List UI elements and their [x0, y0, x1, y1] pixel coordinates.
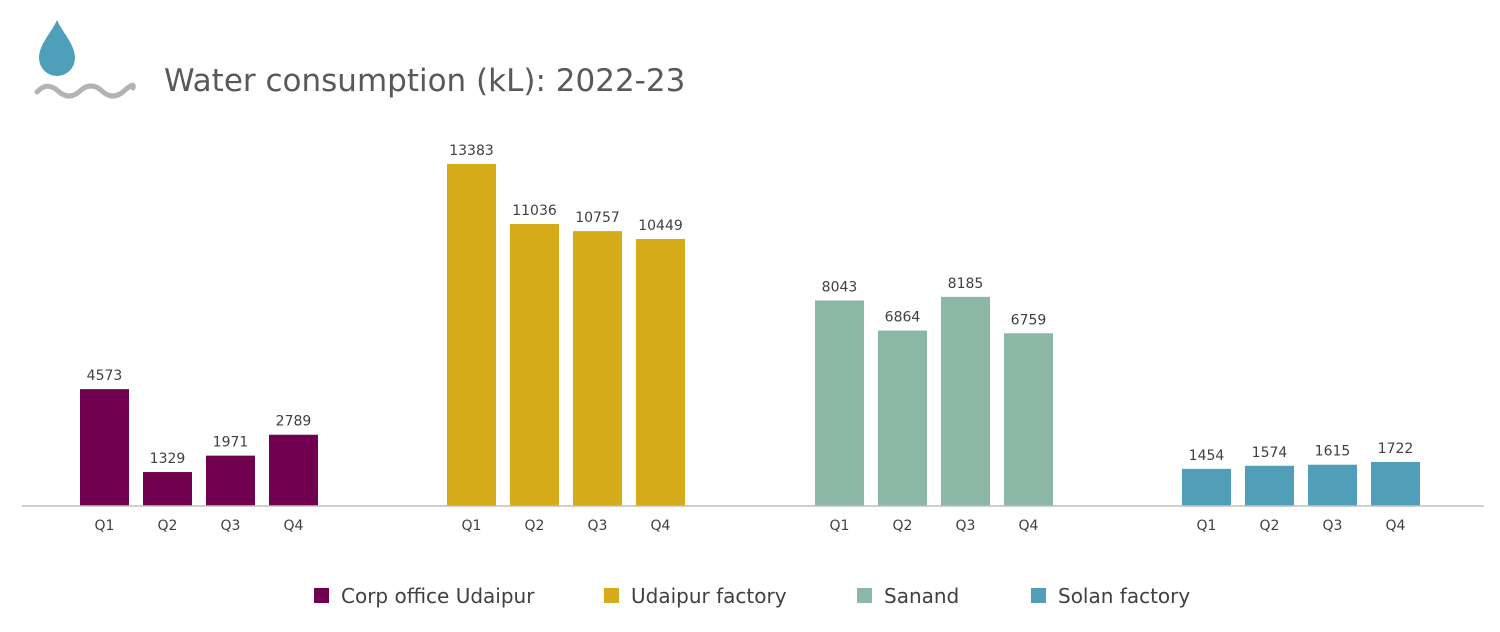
chart-title: Water consumption (kL): 2022-23 [164, 63, 685, 99]
data-label: 1971 [213, 435, 249, 451]
plot-area: 4573 Q1 1329 Q2 1971 Q3 2789 Q4 13383 Q1 11036 Q2 10… [80, 143, 1420, 534]
x-tick-label: Q1 [830, 518, 850, 534]
x-tick-label: Q3 [588, 518, 608, 534]
legend-swatch [604, 588, 619, 603]
data-label: 8185 [948, 276, 984, 292]
legend-item: Udaipur factory [604, 584, 787, 608]
bar [80, 389, 129, 506]
data-label: 8043 [822, 279, 858, 295]
bar [269, 434, 318, 506]
bar [1308, 464, 1357, 506]
bar [447, 164, 496, 506]
bar [1245, 465, 1294, 506]
x-tick-label: Q4 [284, 518, 304, 534]
x-tick-label: Q2 [158, 518, 178, 534]
data-label: 1722 [1378, 441, 1414, 457]
data-label: 11036 [512, 203, 557, 219]
x-tick-label: Q1 [1197, 518, 1217, 534]
data-label: 6864 [885, 310, 921, 326]
legend-swatch [314, 588, 329, 603]
series-group: 4573 Q1 1329 Q2 1971 Q3 2789 Q4 [80, 368, 318, 534]
bar [636, 238, 685, 506]
data-label: 10757 [575, 210, 620, 226]
data-label: 1454 [1189, 448, 1225, 464]
legend-label: Udaipur factory [631, 584, 787, 608]
legend: Corp office Udaipur Udaipur factory Sanand… [314, 584, 1190, 608]
bar [573, 231, 622, 506]
x-tick-label: Q1 [462, 518, 482, 534]
x-tick-label: Q4 [1386, 518, 1406, 534]
bar [143, 472, 192, 506]
legend-swatch [857, 588, 872, 603]
water-drop-icon [39, 20, 75, 76]
bar [941, 296, 990, 506]
legend-swatch [1031, 588, 1046, 603]
bar [1004, 333, 1053, 506]
data-label: 1615 [1315, 444, 1351, 460]
legend-label: Corp office Udaipur [341, 584, 535, 608]
series-group: 8043 Q1 6864 Q2 8185 Q3 6759 Q4 [815, 276, 1053, 534]
data-label: 1329 [150, 451, 186, 467]
bar [510, 223, 559, 506]
legend-item: Corp office Udaipur [314, 584, 535, 608]
data-label: 1574 [1252, 445, 1288, 461]
legend-label: Sanand [884, 584, 959, 608]
x-tick-label: Q3 [956, 518, 976, 534]
data-label: 6759 [1011, 312, 1047, 328]
legend-item: Solan factory [1031, 584, 1190, 608]
x-tick-label: Q1 [95, 518, 115, 534]
data-label: 4573 [87, 368, 123, 384]
data-label: 2789 [276, 414, 312, 430]
series-group: 13383 Q1 11036 Q2 10757 Q3 10449 Q4 [447, 143, 685, 534]
x-tick-label: Q2 [1260, 518, 1280, 534]
x-tick-label: Q2 [893, 518, 913, 534]
x-tick-label: Q3 [1323, 518, 1343, 534]
series-group: 1454 Q1 1574 Q2 1615 Q3 1722 Q4 [1182, 441, 1420, 534]
bar [1371, 461, 1420, 506]
x-tick-label: Q4 [651, 518, 671, 534]
bar [206, 455, 255, 506]
x-tick-label: Q4 [1019, 518, 1039, 534]
bar [1182, 468, 1231, 506]
bar [878, 330, 927, 506]
x-tick-label: Q3 [221, 518, 241, 534]
x-tick-label: Q2 [525, 518, 545, 534]
legend-label: Solan factory [1058, 584, 1190, 608]
legend-item: Sanand [857, 584, 959, 608]
bar [815, 300, 864, 506]
data-label: 10449 [638, 218, 683, 234]
data-label: 13383 [449, 143, 494, 159]
wave-icon [34, 82, 136, 99]
